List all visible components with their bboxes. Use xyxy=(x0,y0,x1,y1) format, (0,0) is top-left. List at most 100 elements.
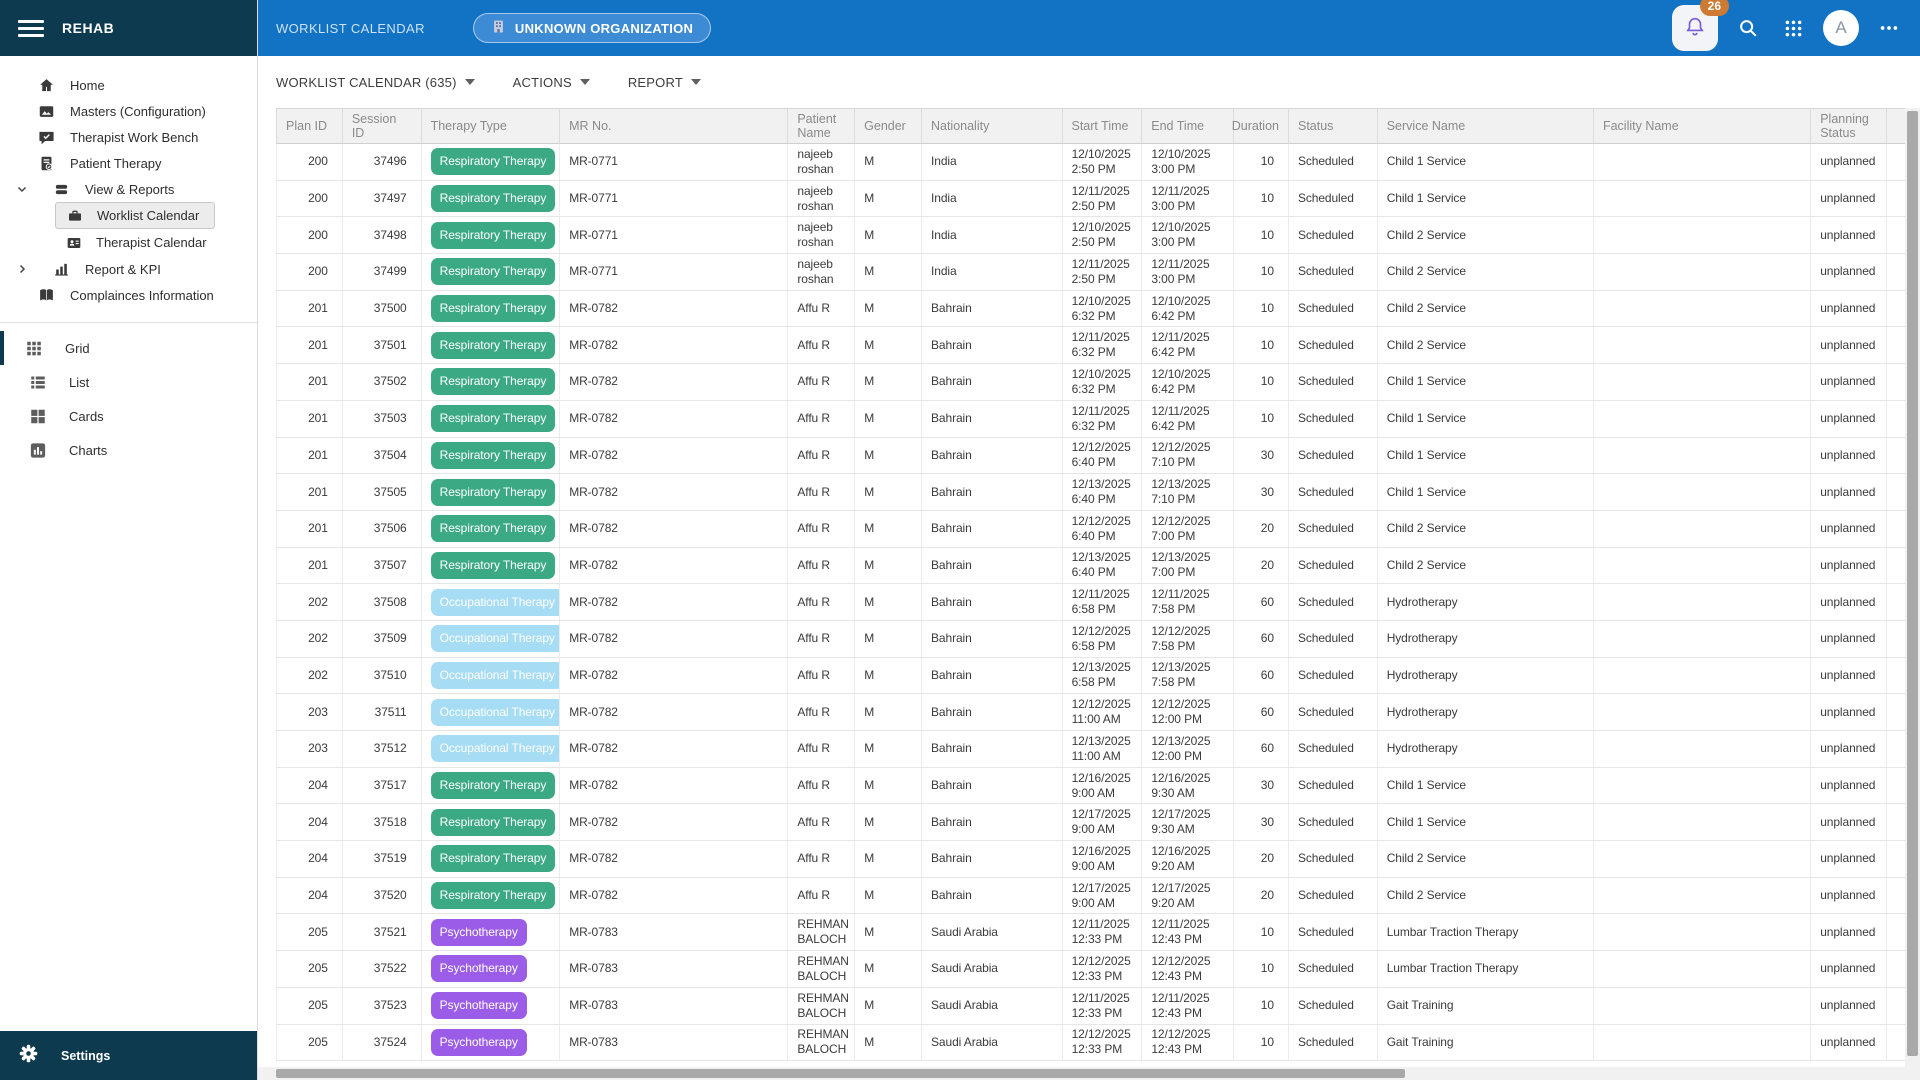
sidebar-item-worklist-calendar[interactable]: Worklist Calendar xyxy=(55,202,215,229)
vertical-scrollbar[interactable] xyxy=(1905,108,1920,1080)
table-row[interactable]: 200 37497 Respiratory Therapy MR-0771 na… xyxy=(276,180,1905,218)
column-header-status[interactable]: Status xyxy=(1289,109,1378,143)
therapy-type-badge[interactable]: Respiratory Therapy xyxy=(430,148,556,176)
therapy-type-badge[interactable]: Respiratory Therapy xyxy=(430,368,556,396)
therapy-type-badge[interactable]: Respiratory Therapy xyxy=(430,258,556,286)
sidebar-item-report-and-kpi[interactable]: Report & KPI xyxy=(0,256,257,282)
view-mode-list-item[interactable]: List xyxy=(0,365,257,399)
table-row[interactable]: 200 37498 Respiratory Therapy MR-0771 na… xyxy=(276,217,1905,255)
table-row[interactable]: 200 37499 Respiratory Therapy MR-0771 na… xyxy=(276,254,1905,291)
therapy-type-badge[interactable]: Psychotherapy xyxy=(430,955,527,983)
column-header-mr-no[interactable]: MR No. xyxy=(560,109,789,143)
table-row[interactable]: 204 37519 Respiratory Therapy MR-0782 Af… xyxy=(276,841,1905,878)
therapy-type-badge[interactable]: Occupational Therapy xyxy=(430,625,560,653)
list-icon xyxy=(29,373,47,391)
column-header-patient-name[interactable]: Patient Name xyxy=(788,109,856,143)
view-mode-label: Charts xyxy=(69,442,108,458)
table-row[interactable]: 205 37522 Psychotherapy MR-0783 REHMAN B… xyxy=(276,951,1905,988)
cell-status: Scheduled xyxy=(1289,437,1378,474)
table-row[interactable]: 205 37523 Psychotherapy MR-0783 REHMAN B… xyxy=(276,987,1905,1025)
table-row[interactable]: 203 37511 Occupational Therapy MR-0782 A… xyxy=(276,694,1905,731)
table-row[interactable]: 205 37521 Psychotherapy MR-0783 REHMAN B… xyxy=(276,914,1905,952)
sidebar-item-home[interactable]: Home xyxy=(0,72,257,98)
table-row[interactable]: 200 37496 Respiratory Therapy MR-0771 na… xyxy=(276,144,1905,181)
sidebar-item-masters[interactable]: Masters (Configuration) xyxy=(0,98,257,124)
table-row[interactable]: 204 37520 Respiratory Therapy MR-0782 Af… xyxy=(276,877,1905,915)
therapy-type-badge[interactable]: Psychotherapy xyxy=(430,992,527,1020)
column-header-service-name[interactable]: Service Name xyxy=(1378,109,1594,143)
column-header-session-id[interactable]: Session ID xyxy=(343,109,422,143)
report-menu[interactable]: REPORT xyxy=(628,75,701,90)
table-row[interactable]: 205 37524 Psychotherapy MR-0783 REHMAN B… xyxy=(276,1024,1905,1062)
cell-gender: M xyxy=(855,217,923,254)
table-row[interactable]: 201 37505 Respiratory Therapy MR-0782 Af… xyxy=(276,474,1905,511)
cell-service-name: Child 1 Service xyxy=(1378,400,1594,437)
actions-menu[interactable]: ACTIONS xyxy=(513,75,590,90)
therapy-type-badge[interactable]: Respiratory Therapy xyxy=(430,478,556,506)
table-row[interactable]: 201 37502 Respiratory Therapy MR-0782 Af… xyxy=(276,364,1905,401)
view-mode-charts[interactable]: Charts xyxy=(0,433,257,467)
table-row[interactable]: 201 37507 Respiratory Therapy MR-0782 Af… xyxy=(276,547,1905,585)
therapy-type-badge[interactable]: Respiratory Therapy xyxy=(430,551,556,579)
table-row[interactable]: 202 37509 Occupational Therapy MR-0782 A… xyxy=(276,620,1905,658)
column-header-planning-status[interactable]: Planning Status xyxy=(1811,109,1887,143)
therapy-type-badge[interactable]: Respiratory Therapy xyxy=(430,808,556,836)
column-header-facility-name[interactable]: Facility Name xyxy=(1594,109,1812,143)
therapy-type-badge[interactable]: Respiratory Therapy xyxy=(430,331,556,359)
settings-button[interactable]: Settings xyxy=(0,1031,257,1080)
table-row[interactable]: 201 37504 Respiratory Therapy MR-0782 Af… xyxy=(276,437,1905,475)
table-row[interactable]: 201 37503 Respiratory Therapy MR-0782 Af… xyxy=(276,400,1905,438)
horizontal-scrollbar-thumb[interactable] xyxy=(276,1069,1405,1078)
therapy-type-badge[interactable]: Respiratory Therapy xyxy=(430,845,556,873)
therapy-type-badge[interactable]: Respiratory Therapy xyxy=(430,185,556,213)
therapy-type-badge[interactable]: Respiratory Therapy xyxy=(430,441,556,469)
column-header-nationality[interactable]: Nationality xyxy=(922,109,1063,143)
therapy-type-badge[interactable]: Psychotherapy xyxy=(430,1028,527,1056)
sidebar-item-therapist-calendar[interactable]: Therapist Calendar xyxy=(55,229,215,256)
view-mode-cards[interactable]: Cards xyxy=(0,399,257,433)
column-header-start-time[interactable]: Start Time xyxy=(1063,109,1143,143)
apps-grid-button[interactable] xyxy=(1778,13,1808,43)
therapy-type-badge[interactable]: Respiratory Therapy xyxy=(430,882,556,910)
avatar[interactable]: A xyxy=(1823,10,1859,46)
worklist-calendar-menu[interactable]: WORKLIST CALENDAR (635) xyxy=(276,75,475,90)
more-options-button[interactable] xyxy=(1874,13,1904,43)
therapy-type-badge[interactable]: Occupational Therapy xyxy=(430,588,560,616)
therapy-type-badge[interactable]: Psychotherapy xyxy=(430,918,527,946)
column-header-plan-id[interactable]: Plan ID xyxy=(276,109,343,143)
sidebar-item-patient-therapy[interactable]: Patient Therapy xyxy=(0,150,257,176)
therapy-type-badge[interactable]: Respiratory Therapy xyxy=(430,515,556,543)
organization-badge[interactable]: UNKNOWN ORGANIZATION xyxy=(472,13,712,43)
therapy-type-badge[interactable]: Respiratory Therapy xyxy=(430,295,556,323)
cell-status: Scheduled xyxy=(1289,180,1378,217)
therapy-type-badge[interactable]: Respiratory Therapy xyxy=(430,221,556,249)
notifications-button[interactable]: 26 xyxy=(1672,0,1729,51)
column-header-end-time[interactable]: End Time xyxy=(1142,109,1234,143)
column-header-duration[interactable]: Duration xyxy=(1232,109,1289,143)
table-row[interactable]: 204 37517 Respiratory Therapy MR-0782 Af… xyxy=(276,767,1905,805)
search-button[interactable] xyxy=(1733,13,1763,43)
therapy-type-badge[interactable]: Respiratory Therapy xyxy=(430,772,556,800)
sidebar-item-complainces-information[interactable]: Complainces Information xyxy=(0,282,257,308)
horizontal-scrollbar[interactable] xyxy=(258,1067,1905,1080)
caret-down-icon xyxy=(690,79,701,85)
therapy-type-badge[interactable]: Occupational Therapy xyxy=(430,735,560,763)
table-row[interactable]: 202 37508 Occupational Therapy MR-0782 A… xyxy=(276,584,1905,621)
table-row[interactable]: 204 37518 Respiratory Therapy MR-0782 Af… xyxy=(276,804,1905,842)
view-mode-grid[interactable]: Grid xyxy=(0,331,257,365)
column-header-therapy-type[interactable]: Therapy Type xyxy=(422,109,561,143)
sidebar-item-view-and-reports[interactable]: View & Reports xyxy=(0,176,257,202)
therapy-type-badge[interactable]: Respiratory Therapy xyxy=(430,405,556,433)
therapy-type-badge[interactable]: Occupational Therapy xyxy=(430,661,560,689)
column-header-gender[interactable]: Gender xyxy=(855,109,922,143)
sidebar-item-therapist-work-bench[interactable]: Therapist Work Bench xyxy=(0,124,257,150)
vertical-scrollbar-thumb[interactable] xyxy=(1907,111,1918,1056)
table-row[interactable]: 201 37501 Respiratory Therapy MR-0782 Af… xyxy=(276,327,1905,365)
table-row[interactable]: 201 37500 Respiratory Therapy MR-0782 Af… xyxy=(276,290,1905,328)
table-row[interactable]: 203 37512 Occupational Therapy MR-0782 A… xyxy=(276,731,1905,768)
table-row[interactable]: 201 37506 Respiratory Therapy MR-0782 Af… xyxy=(276,510,1905,548)
therapy-type-badge[interactable]: Occupational Therapy xyxy=(430,698,560,726)
hamburger-menu-icon[interactable] xyxy=(18,19,44,37)
table-row[interactable]: 202 37510 Occupational Therapy MR-0782 A… xyxy=(276,657,1905,695)
sidebar-item-label: Patient Therapy xyxy=(70,155,162,171)
